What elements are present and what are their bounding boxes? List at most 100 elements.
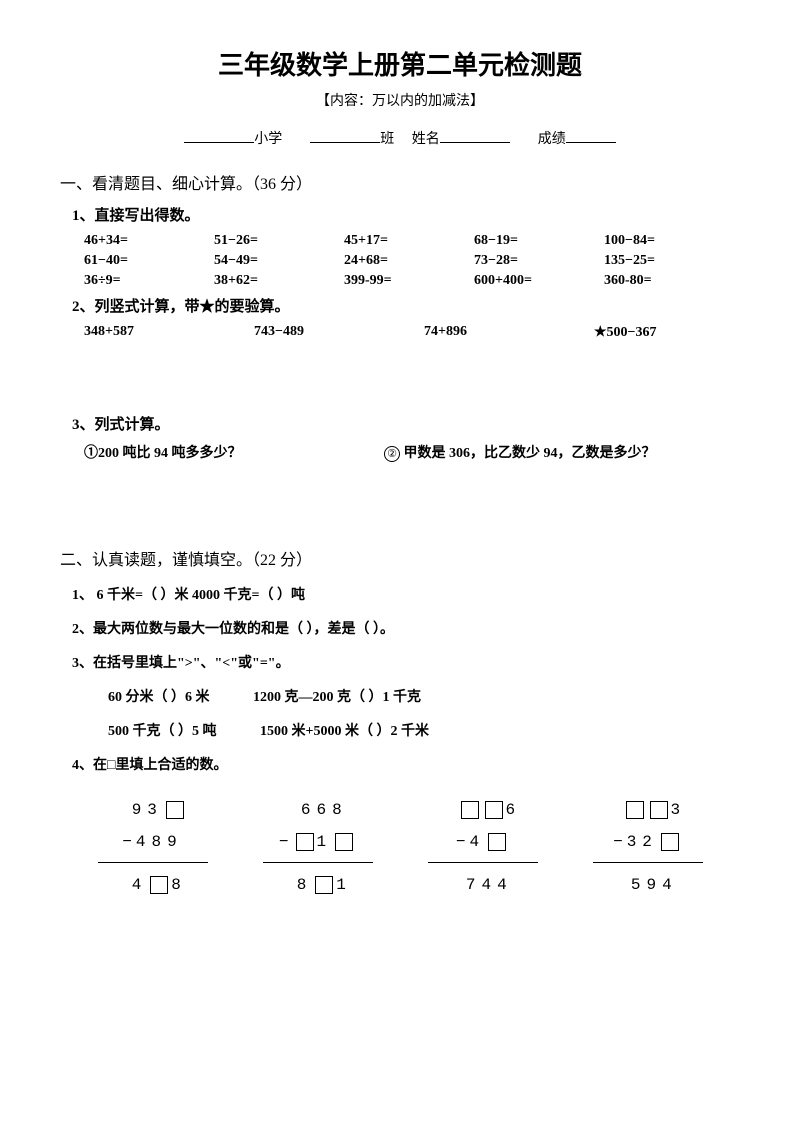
calc-item: 600+400= <box>474 273 604 289</box>
vertical-item: 743−489 <box>254 324 424 341</box>
compare-item: 1500 米+5000 米（ ）2 千米 <box>260 720 429 740</box>
digit: 4 <box>482 876 498 894</box>
box-line: 93 <box>118 794 187 826</box>
calc-item: 51−26= <box>214 233 344 249</box>
digit: 9 <box>132 801 148 819</box>
calc-item: 360-80= <box>604 273 734 289</box>
digit: 9 <box>647 876 663 894</box>
word-problems-row: ①200 吨比 94 吨多多少？ ② 甲数是 306，比乙数少 94，乙数是多少… <box>84 442 740 462</box>
box-problem: 6−4 744 <box>428 794 538 901</box>
empty-box[interactable] <box>150 876 168 894</box>
calc-item: 36÷9= <box>84 273 214 289</box>
section-1-header: 一、看清题目、细心计算。（36 分） <box>60 170 740 194</box>
digit: 6 <box>301 801 317 819</box>
box-line: 6 <box>444 794 521 826</box>
word-problem-1: ①200 吨比 94 吨多多少？ <box>84 442 384 462</box>
circled-1: ① <box>84 446 98 461</box>
school-label: 小学 <box>254 132 282 147</box>
box-problem: 668−1 81 <box>263 794 373 901</box>
calc-row-2: 61−40= 54−49= 24+68= 73−28= 135−25= <box>84 253 740 269</box>
calc-item: 24+68= <box>344 253 474 269</box>
box-line: 744 <box>452 869 512 901</box>
name-label: 姓名 <box>412 132 440 147</box>
calc-item: 100−84= <box>604 233 734 249</box>
circled-2: ② <box>384 446 400 462</box>
digit: 6 <box>506 801 522 819</box>
box-line: 3 <box>609 794 686 826</box>
empty-box[interactable] <box>650 801 668 819</box>
digit: 6 <box>317 801 333 819</box>
vertical-item: ★500−367 <box>594 324 764 341</box>
exam-subtitle: 【内容：万以内的加减法】 <box>60 90 740 110</box>
calc-item: 73−28= <box>474 253 604 269</box>
empty-box[interactable] <box>461 801 479 819</box>
calc-item: 135−25= <box>604 253 734 269</box>
calc-item: 61−40= <box>84 253 214 269</box>
school-blank[interactable] <box>184 129 254 143</box>
section-1-sub-1: 1、直接写出得数。 <box>72 204 740 225</box>
calc-item: 38+62= <box>214 273 344 289</box>
empty-box[interactable] <box>488 833 506 851</box>
calc-item: 399-99= <box>344 273 474 289</box>
digit: 3 <box>627 833 643 851</box>
compare-row-2: 500 千克（ ）5 吨 1500 米+5000 米（ ）2 千米 <box>108 720 740 740</box>
name-blank[interactable] <box>440 129 510 143</box>
calc-row-1: 46+34= 51−26= 45+17= 68−19= 100−84= <box>84 233 740 249</box>
calc-item: 68−19= <box>474 233 604 249</box>
compare-row-1: 60 分米（ ）6 米 1200 克—200 克（ ）1 千克 <box>108 686 740 706</box>
box-line: −1 <box>279 826 356 858</box>
empty-box[interactable] <box>315 876 333 894</box>
operator: − <box>613 833 623 851</box>
operator: − <box>279 833 289 851</box>
compare-item: 60 分米（ ）6 米 <box>108 686 210 706</box>
rule-line <box>98 862 208 863</box>
fill-item-2: 2、最大两位数与最大一位数的和是（ ），差是（ ）。 <box>72 618 740 638</box>
empty-box[interactable] <box>661 833 679 851</box>
fill-item-3: 3、在括号里填上">"、"<"或"="。 <box>72 652 740 672</box>
digit: 3 <box>147 801 163 819</box>
section-1-sub-2: 2、列竖式计算，带★的要验算。 <box>72 295 740 316</box>
box-line: −32 <box>613 826 682 858</box>
calc-item: 45+17= <box>344 233 474 249</box>
box-line: −4 <box>456 826 509 858</box>
compare-item: 500 千克（ ）5 吨 <box>108 720 217 740</box>
box-line: 48 <box>118 869 187 901</box>
digit: 3 <box>671 801 687 819</box>
rule-line <box>263 862 373 863</box>
digit: 8 <box>152 833 168 851</box>
box-problem: 3−32 594 <box>593 794 703 901</box>
digit: 4 <box>136 833 152 851</box>
digit: 4 <box>662 876 678 894</box>
digit: 1 <box>317 833 333 851</box>
section-2-header: 二、认真读题，谨慎填空。（22 分） <box>60 546 740 570</box>
empty-box[interactable] <box>485 801 503 819</box>
digit: 8 <box>171 876 187 894</box>
exam-title: 三年级数学上册第二单元检测题 <box>60 45 740 82</box>
box-line: 594 <box>617 869 677 901</box>
empty-box[interactable] <box>626 801 644 819</box>
operator: − <box>122 833 132 851</box>
class-blank[interactable] <box>310 129 380 143</box>
digit: 8 <box>297 876 313 894</box>
operator: − <box>456 833 466 851</box>
empty-box[interactable] <box>166 801 184 819</box>
fill-item-1: 1、 6 千米=（ ）米 4000 千克=（ ）吨 <box>72 584 740 604</box>
digit: 2 <box>642 833 658 851</box>
student-info-line: 小学 班 姓名 成绩 <box>60 128 740 148</box>
score-label: 成绩 <box>538 132 566 147</box>
digit: 7 <box>466 876 482 894</box>
empty-box[interactable] <box>335 833 353 851</box>
vertical-item: 74+896 <box>424 324 594 341</box>
score-blank[interactable] <box>566 129 616 143</box>
vertical-calc-row: 348+587 743−489 74+896 ★500−367 <box>84 324 740 341</box>
digit: 4 <box>132 876 148 894</box>
vertical-item: 348+587 <box>84 324 254 341</box>
digit: 8 <box>332 801 348 819</box>
digit: 5 <box>631 876 647 894</box>
digit: 4 <box>470 833 486 851</box>
box-problems-container: 93−489 48 668−1 81 6−4 744 3−32 594 <box>70 794 730 901</box>
empty-box[interactable] <box>296 833 314 851</box>
word-problem-2: ② 甲数是 306，比乙数少 94，乙数是多少？ <box>384 442 656 462</box>
box-line: −489 <box>122 826 182 858</box>
box-line: 668 <box>287 794 347 826</box>
